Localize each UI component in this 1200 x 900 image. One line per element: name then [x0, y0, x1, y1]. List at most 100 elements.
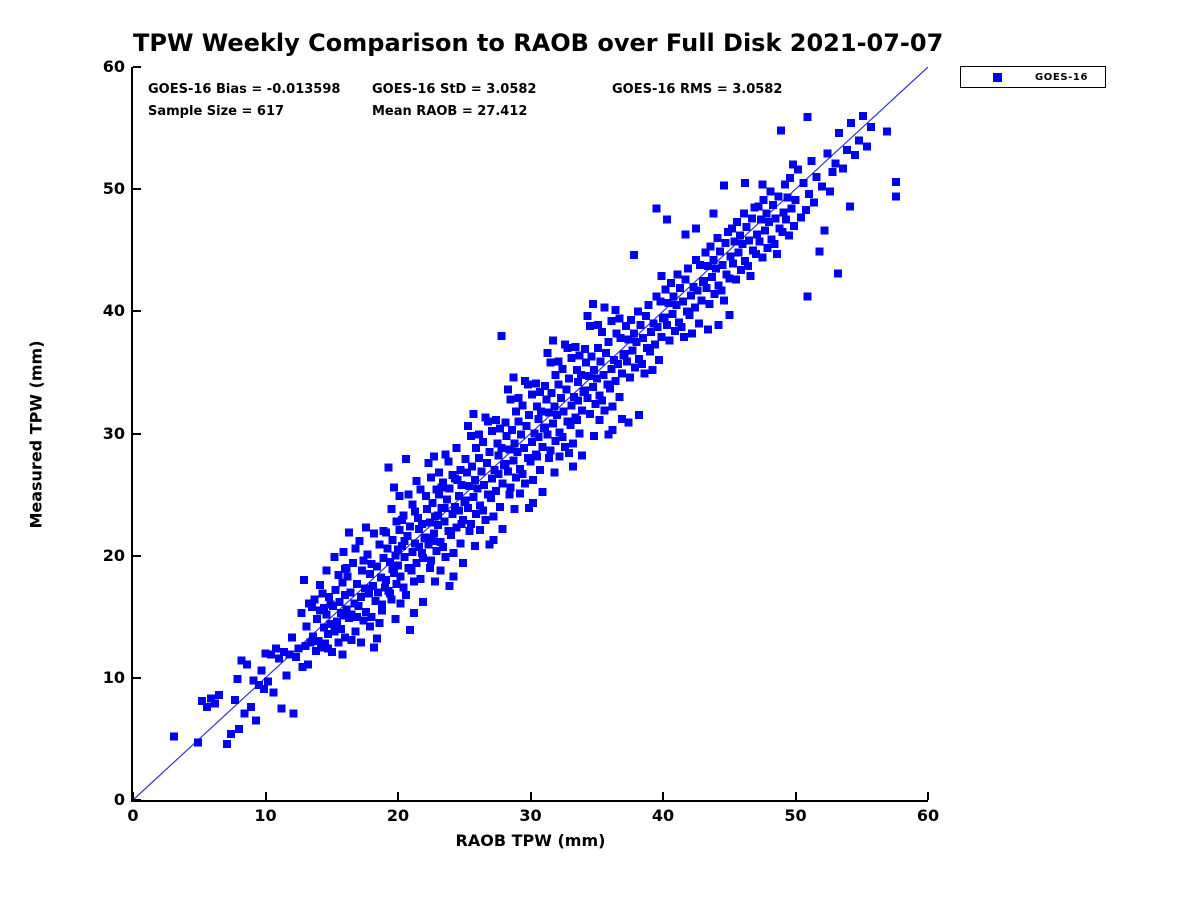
- scatter-point: [802, 205, 811, 214]
- scatter-point: [623, 357, 632, 366]
- scatter-point: [594, 344, 603, 352]
- scatter-point: [672, 301, 681, 310]
- scatter-point: [560, 442, 569, 451]
- scatter-point: [343, 572, 352, 581]
- scatter-point: [476, 526, 485, 534]
- scatter-point: [264, 677, 273, 686]
- scatter-point: [588, 300, 597, 308]
- scatter-point: [478, 506, 487, 515]
- scatter-point: [697, 296, 706, 305]
- scatter-point: [686, 291, 695, 300]
- legend-label: GOES-16: [1035, 71, 1089, 83]
- scatter-point: [763, 243, 772, 252]
- scatter-point: [346, 588, 355, 597]
- scatter-point: [354, 601, 363, 610]
- scatter-point: [237, 656, 246, 665]
- scatter-point: [629, 251, 638, 260]
- scatter-point: [203, 703, 212, 712]
- scatter-point: [525, 504, 534, 512]
- stat-bias: GOES-16 Bias = -0.013598: [148, 82, 341, 97]
- scatter-point: [635, 355, 644, 363]
- scatter-point: [477, 467, 486, 476]
- scatter-point: [753, 230, 762, 239]
- scatter-point: [714, 281, 723, 290]
- scatter-point: [543, 348, 552, 357]
- scatter-point: [233, 675, 242, 684]
- scatter-point: [412, 477, 421, 486]
- scatter-point: [331, 621, 340, 630]
- scatter-point: [488, 427, 497, 436]
- scatter-point: [506, 395, 515, 404]
- scatter-point: [243, 660, 251, 669]
- stat-rms: GOES-16 RMS = 3.0582: [612, 82, 783, 97]
- scatter-point: [489, 535, 498, 544]
- scatter-point: [835, 129, 844, 137]
- scatter-point: [574, 396, 583, 405]
- scatter-point: [448, 510, 457, 519]
- scatter-point: [538, 442, 547, 451]
- scatter-point: [653, 323, 662, 332]
- scatter-point: [378, 600, 387, 609]
- scatter-point: [769, 201, 777, 209]
- scatter-point: [323, 629, 332, 638]
- scatter-point: [461, 455, 470, 464]
- scatter-point: [330, 627, 339, 636]
- scatter-point: [395, 526, 404, 534]
- scatter-point: [386, 557, 394, 566]
- scatter-point: [810, 198, 819, 207]
- scatter-point: [607, 364, 616, 373]
- scatter-point: [859, 111, 868, 120]
- scatter-point: [472, 444, 481, 453]
- scatter-point: [417, 549, 426, 558]
- scatter-point: [725, 311, 734, 319]
- scatter-point: [302, 622, 311, 631]
- scatter-point: [274, 654, 283, 663]
- y-axis-label: Measured TPW (mm): [26, 340, 46, 529]
- scatter-point: [395, 491, 404, 500]
- y-tick-mark: [133, 66, 141, 68]
- scatter-point: [621, 322, 630, 330]
- x-tick-mark: [397, 792, 399, 800]
- scatter-point: [436, 538, 445, 547]
- scatter-point: [319, 623, 328, 632]
- scatter-point: [223, 739, 232, 748]
- scatter-point: [568, 439, 577, 448]
- scatter-point: [684, 264, 693, 273]
- scatter-point: [632, 337, 641, 346]
- scatter-point: [387, 505, 396, 514]
- scatter-point: [254, 681, 263, 690]
- scatter-point: [277, 704, 286, 713]
- scatter-point: [403, 532, 412, 541]
- scatter-point: [379, 554, 388, 563]
- x-tick-mark: [927, 792, 929, 800]
- scatter-point: [315, 606, 324, 615]
- scatter-point: [734, 248, 743, 257]
- scatter-point: [285, 650, 294, 659]
- scatter-point: [366, 570, 375, 578]
- scatter-point: [636, 320, 645, 329]
- scatter-point: [527, 390, 536, 399]
- scatter-point: [396, 572, 405, 581]
- scatter-point: [726, 252, 735, 261]
- scatter-point: [788, 160, 797, 169]
- scatter-point: [506, 483, 515, 492]
- scatter-point: [334, 571, 343, 580]
- scatter-point: [345, 528, 353, 537]
- scatter-point: [629, 329, 638, 338]
- scatter-point: [692, 224, 701, 233]
- scatter-point: [435, 490, 444, 499]
- scatter-point: [405, 522, 414, 531]
- scatter-point: [470, 475, 479, 484]
- scatter-point: [359, 616, 368, 625]
- scatter-point: [776, 126, 785, 135]
- scatter-point: [399, 511, 408, 520]
- scatter-point: [330, 552, 339, 561]
- scatter-point: [288, 633, 296, 642]
- scatter-point: [709, 209, 718, 218]
- scatter-point: [778, 227, 787, 236]
- scatter-point: [651, 340, 659, 349]
- scatter-point: [493, 439, 502, 448]
- scatter-point: [501, 418, 510, 427]
- scatter-point: [780, 180, 789, 189]
- scatter-point: [820, 226, 829, 235]
